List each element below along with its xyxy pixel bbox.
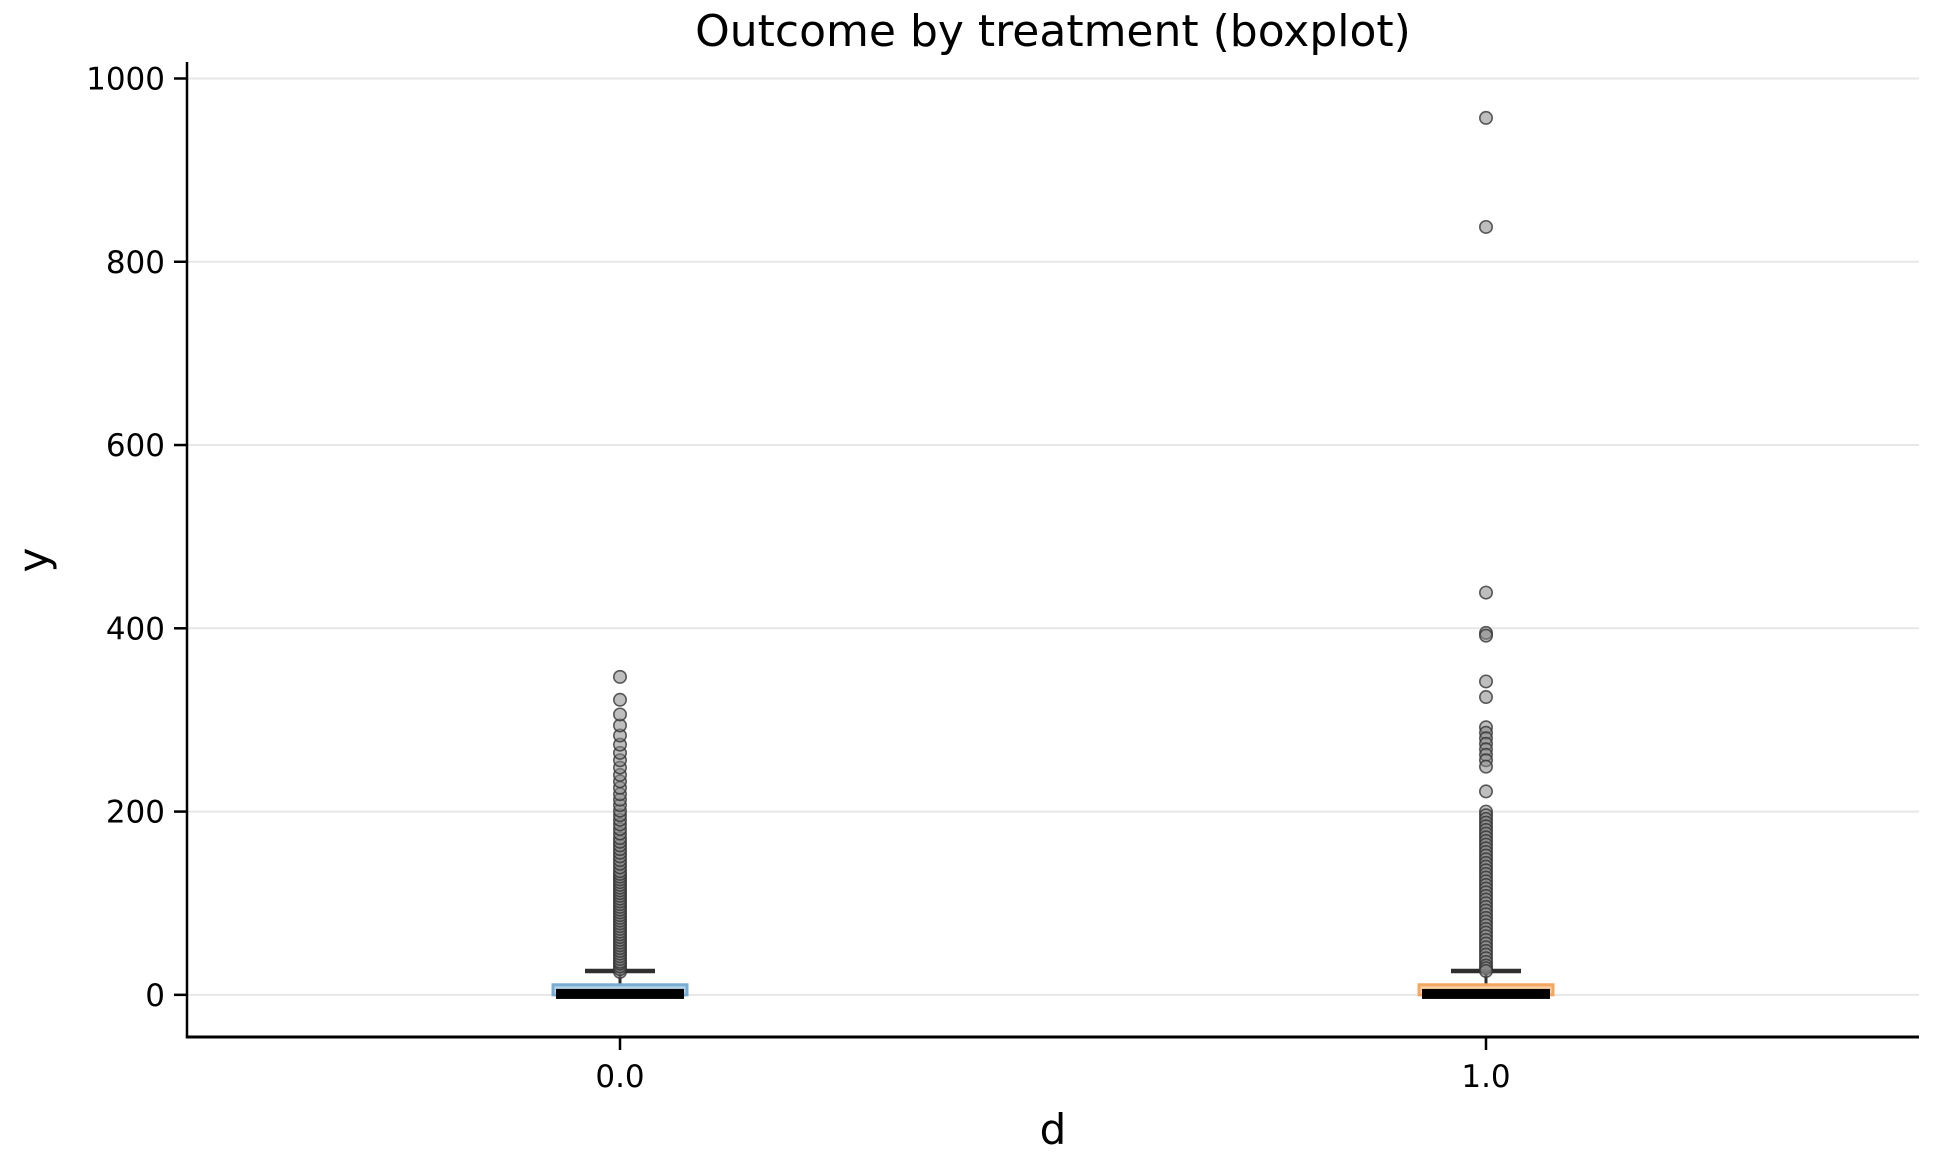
outlier-point [1479,964,1494,979]
outlier-point [1479,628,1494,643]
outlier-point [1479,110,1494,125]
y-tick-label: 400 [106,611,165,647]
outlier-point [1479,784,1494,799]
box-group-1.0 [1417,110,1555,999]
y-tick-label: 1000 [86,61,165,97]
outlier-point [1479,690,1494,705]
box-groups [551,110,1555,999]
outlier-point [612,707,627,722]
chart-title: Outcome by treatment (boxplot) [695,6,1411,57]
y-tick-label: 200 [106,795,165,831]
x-tick-label: 1.0 [1461,1059,1510,1095]
outlier-point [1479,585,1494,600]
axes: 0 200 400 600 800 1000 0.0 1.0 [86,61,1919,1095]
outlier-point [1479,219,1494,234]
chart-labels: Outcome by treatment (boxplot) d y [9,6,1411,1154]
x-axis-label: d [1040,1105,1067,1154]
median-line [1422,988,1550,999]
outlier-point [1479,759,1494,774]
x-tick-label: 0.0 [595,1059,644,1095]
y-tick-label: 0 [145,978,165,1014]
y-tick-label: 800 [106,245,165,281]
box-group-0.0 [551,669,689,999]
outlier-point [612,692,627,707]
outlier-point [612,669,627,684]
y-axis-label: y [9,548,58,573]
median-line [556,988,684,999]
y-tick-label: 600 [106,428,165,464]
outlier-point [1479,674,1494,689]
gridlines [187,77,1919,996]
